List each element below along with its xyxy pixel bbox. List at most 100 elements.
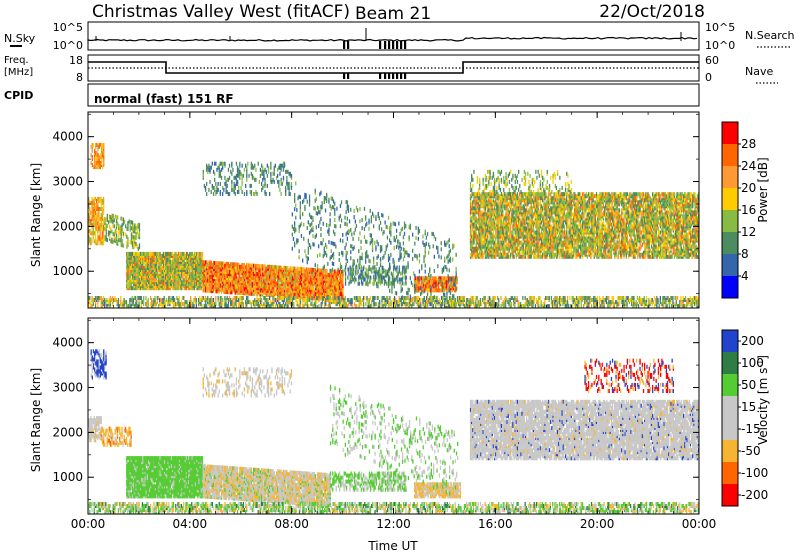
data-point: [447, 239, 449, 244]
data-point: [121, 229, 123, 234]
data-point: [330, 206, 332, 211]
data-point: [262, 288, 264, 293]
data-point: [169, 268, 171, 272]
data-point: [395, 275, 398, 280]
data-point: [403, 221, 406, 226]
data-point: [90, 200, 92, 205]
data-point: [211, 289, 213, 294]
data-point: [130, 251, 133, 256]
data-point: [261, 187, 263, 192]
data-point: [319, 210, 321, 215]
data-point: [487, 212, 489, 217]
data-point: [202, 262, 204, 267]
data-point: [282, 271, 285, 276]
data-point: [230, 262, 232, 267]
data-point: [370, 267, 372, 272]
data-point: [211, 161, 213, 166]
data-point: [150, 251, 152, 256]
data-point: [441, 282, 443, 286]
data-point: [418, 253, 421, 258]
data-point: [240, 185, 242, 190]
data-point: [100, 225, 102, 230]
data-point: [143, 251, 145, 256]
data-point: [312, 296, 314, 301]
data-point: [88, 229, 90, 234]
data-point: [267, 167, 270, 172]
data-point: [334, 224, 336, 228]
data-point: [327, 281, 329, 286]
data-point: [296, 208, 298, 212]
data-point: [129, 284, 131, 289]
data-point: [250, 263, 252, 268]
data-point: [406, 250, 408, 255]
data-point: [159, 266, 161, 270]
data-point: [472, 234, 474, 239]
data-point: [339, 266, 342, 271]
data-point: [332, 199, 335, 204]
data-point: [112, 213, 114, 218]
data-point: [241, 262, 243, 267]
data-point: [246, 167, 248, 172]
data-point: [487, 234, 489, 239]
data-point: [383, 275, 386, 280]
data-point: [455, 284, 457, 289]
data-point: [154, 278, 157, 283]
data-point: [264, 177, 266, 182]
data-point: [455, 287, 457, 292]
data-point: [210, 190, 212, 194]
data-point: [417, 282, 419, 287]
data-point: [218, 169, 220, 174]
data-point: [305, 271, 307, 276]
data-point: [286, 169, 288, 174]
data-point: [210, 276, 212, 281]
data-point: [483, 250, 485, 255]
data-point: [398, 239, 400, 244]
data-point: [249, 285, 251, 290]
data-point: [387, 215, 390, 220]
data-point: [358, 281, 360, 286]
data-point: [441, 288, 443, 293]
data-point: [306, 267, 309, 272]
data-point: [203, 288, 205, 293]
data-point: [403, 270, 406, 275]
data-point: [235, 262, 238, 267]
data-point: [294, 272, 296, 277]
data-point: [393, 236, 395, 240]
data-point: [487, 224, 489, 229]
data-point: [285, 185, 287, 190]
data-point: [331, 241, 334, 246]
data-point: [375, 247, 377, 252]
data-point: [482, 224, 484, 229]
data-point: [107, 220, 110, 225]
data-point: [479, 216, 481, 221]
data-point: [321, 205, 323, 210]
data-point: [120, 216, 122, 221]
data-point: [254, 192, 256, 196]
data-point: [355, 269, 357, 274]
data-point: [217, 289, 219, 294]
data-point: [226, 265, 228, 270]
data-point: [220, 167, 223, 172]
cpid-panel: CPID normal (fast) 151 RF: [4, 83, 700, 107]
data-point: [96, 205, 98, 209]
data-point: [443, 276, 445, 281]
data-point: [405, 276, 407, 281]
data-point: [152, 251, 154, 256]
data-point: [373, 279, 375, 284]
data-point: [109, 218, 111, 223]
data-point: [210, 274, 212, 279]
data-point: [204, 185, 207, 190]
data-point: [351, 232, 353, 237]
data-point: [448, 286, 450, 291]
data-point: [89, 237, 91, 242]
data-point: [314, 198, 316, 203]
data-point: [274, 265, 276, 270]
data-point: [476, 246, 478, 251]
data-point: [242, 283, 244, 288]
data-point: [194, 272, 197, 276]
data-point: [247, 161, 249, 166]
data-point: [342, 288, 344, 293]
data-point: [127, 227, 129, 232]
data-point: [294, 282, 296, 287]
data-point: [363, 235, 366, 239]
